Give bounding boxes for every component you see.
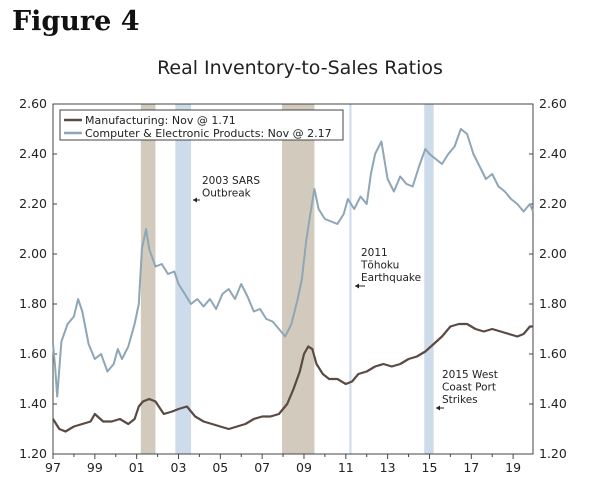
annotation-text: Outbreak — [202, 188, 252, 200]
y-tick-label-left: 1.80 — [19, 296, 47, 311]
recession-band-0 — [140, 104, 156, 454]
y-tick-label-left: 2.40 — [19, 146, 47, 161]
chart-title: Real Inventory-to-Sales Ratios — [157, 57, 443, 79]
annotation-text: 2011 — [361, 247, 388, 259]
legend-label-0: Manufacturing: Nov @ 1.71 — [85, 114, 236, 127]
x-tick-label: 07 — [254, 460, 270, 475]
series-line-1 — [52, 128, 534, 398]
recession-band-1 — [282, 104, 315, 454]
x-tick-label: 97 — [45, 460, 61, 475]
event-band-0 — [175, 104, 192, 454]
x-tick-label: 99 — [87, 460, 103, 475]
annotation-arrowhead — [193, 197, 197, 203]
x-tick-label: 19 — [505, 460, 521, 475]
event-band-2 — [424, 104, 434, 454]
y-tick-label-left: 1.40 — [19, 396, 47, 411]
y-tick-label-right: 2.60 — [539, 96, 567, 111]
y-tick-label-right: 1.40 — [539, 396, 567, 411]
series-line-0 — [52, 322, 533, 433]
y-tick-label-right: 2.20 — [539, 196, 567, 211]
figure-label: Figure 4 — [12, 6, 140, 37]
x-tick-label: 17 — [463, 460, 479, 475]
y-tick-label-right: 2.00 — [539, 246, 567, 261]
x-tick-label: 13 — [380, 460, 396, 475]
annotation-text: 2003 SARS — [202, 175, 260, 187]
x-tick-label: 03 — [171, 460, 187, 475]
x-tick-label: 15 — [422, 460, 438, 475]
annotation-text: Coast Port — [442, 382, 496, 394]
legend-label-1: Computer & Electronic Products: Nov @ 2.… — [85, 127, 332, 140]
y-tick-label-right: 1.20 — [539, 446, 567, 461]
y-tick-label-left: 2.20 — [19, 196, 47, 211]
x-tick-label: 09 — [296, 460, 312, 475]
x-tick-label: 11 — [338, 460, 354, 475]
annotation-text: Earthquake — [361, 272, 421, 284]
y-tick-label-left: 2.60 — [19, 96, 47, 111]
event-band-1 — [349, 104, 352, 454]
y-tick-label-right: 1.80 — [539, 296, 567, 311]
y-tick-label-left: 1.60 — [19, 346, 47, 361]
annotation-text: Tōhoku — [360, 260, 399, 272]
y-tick-label-right: 1.60 — [539, 346, 567, 361]
plot-frame — [52, 103, 534, 455]
y-tick-label-left: 2.00 — [19, 246, 47, 261]
legend-box — [59, 109, 344, 141]
annotation-arrowhead — [436, 405, 440, 411]
x-tick-label: 05 — [212, 460, 228, 475]
annotation-text: 2015 West — [442, 369, 498, 381]
annotation-arrowhead — [355, 283, 359, 289]
y-tick-label-left: 1.20 — [19, 446, 47, 461]
y-tick-label-right: 2.40 — [539, 146, 567, 161]
x-tick-label: 01 — [129, 460, 145, 475]
annotation-text: Strikes — [442, 394, 478, 406]
